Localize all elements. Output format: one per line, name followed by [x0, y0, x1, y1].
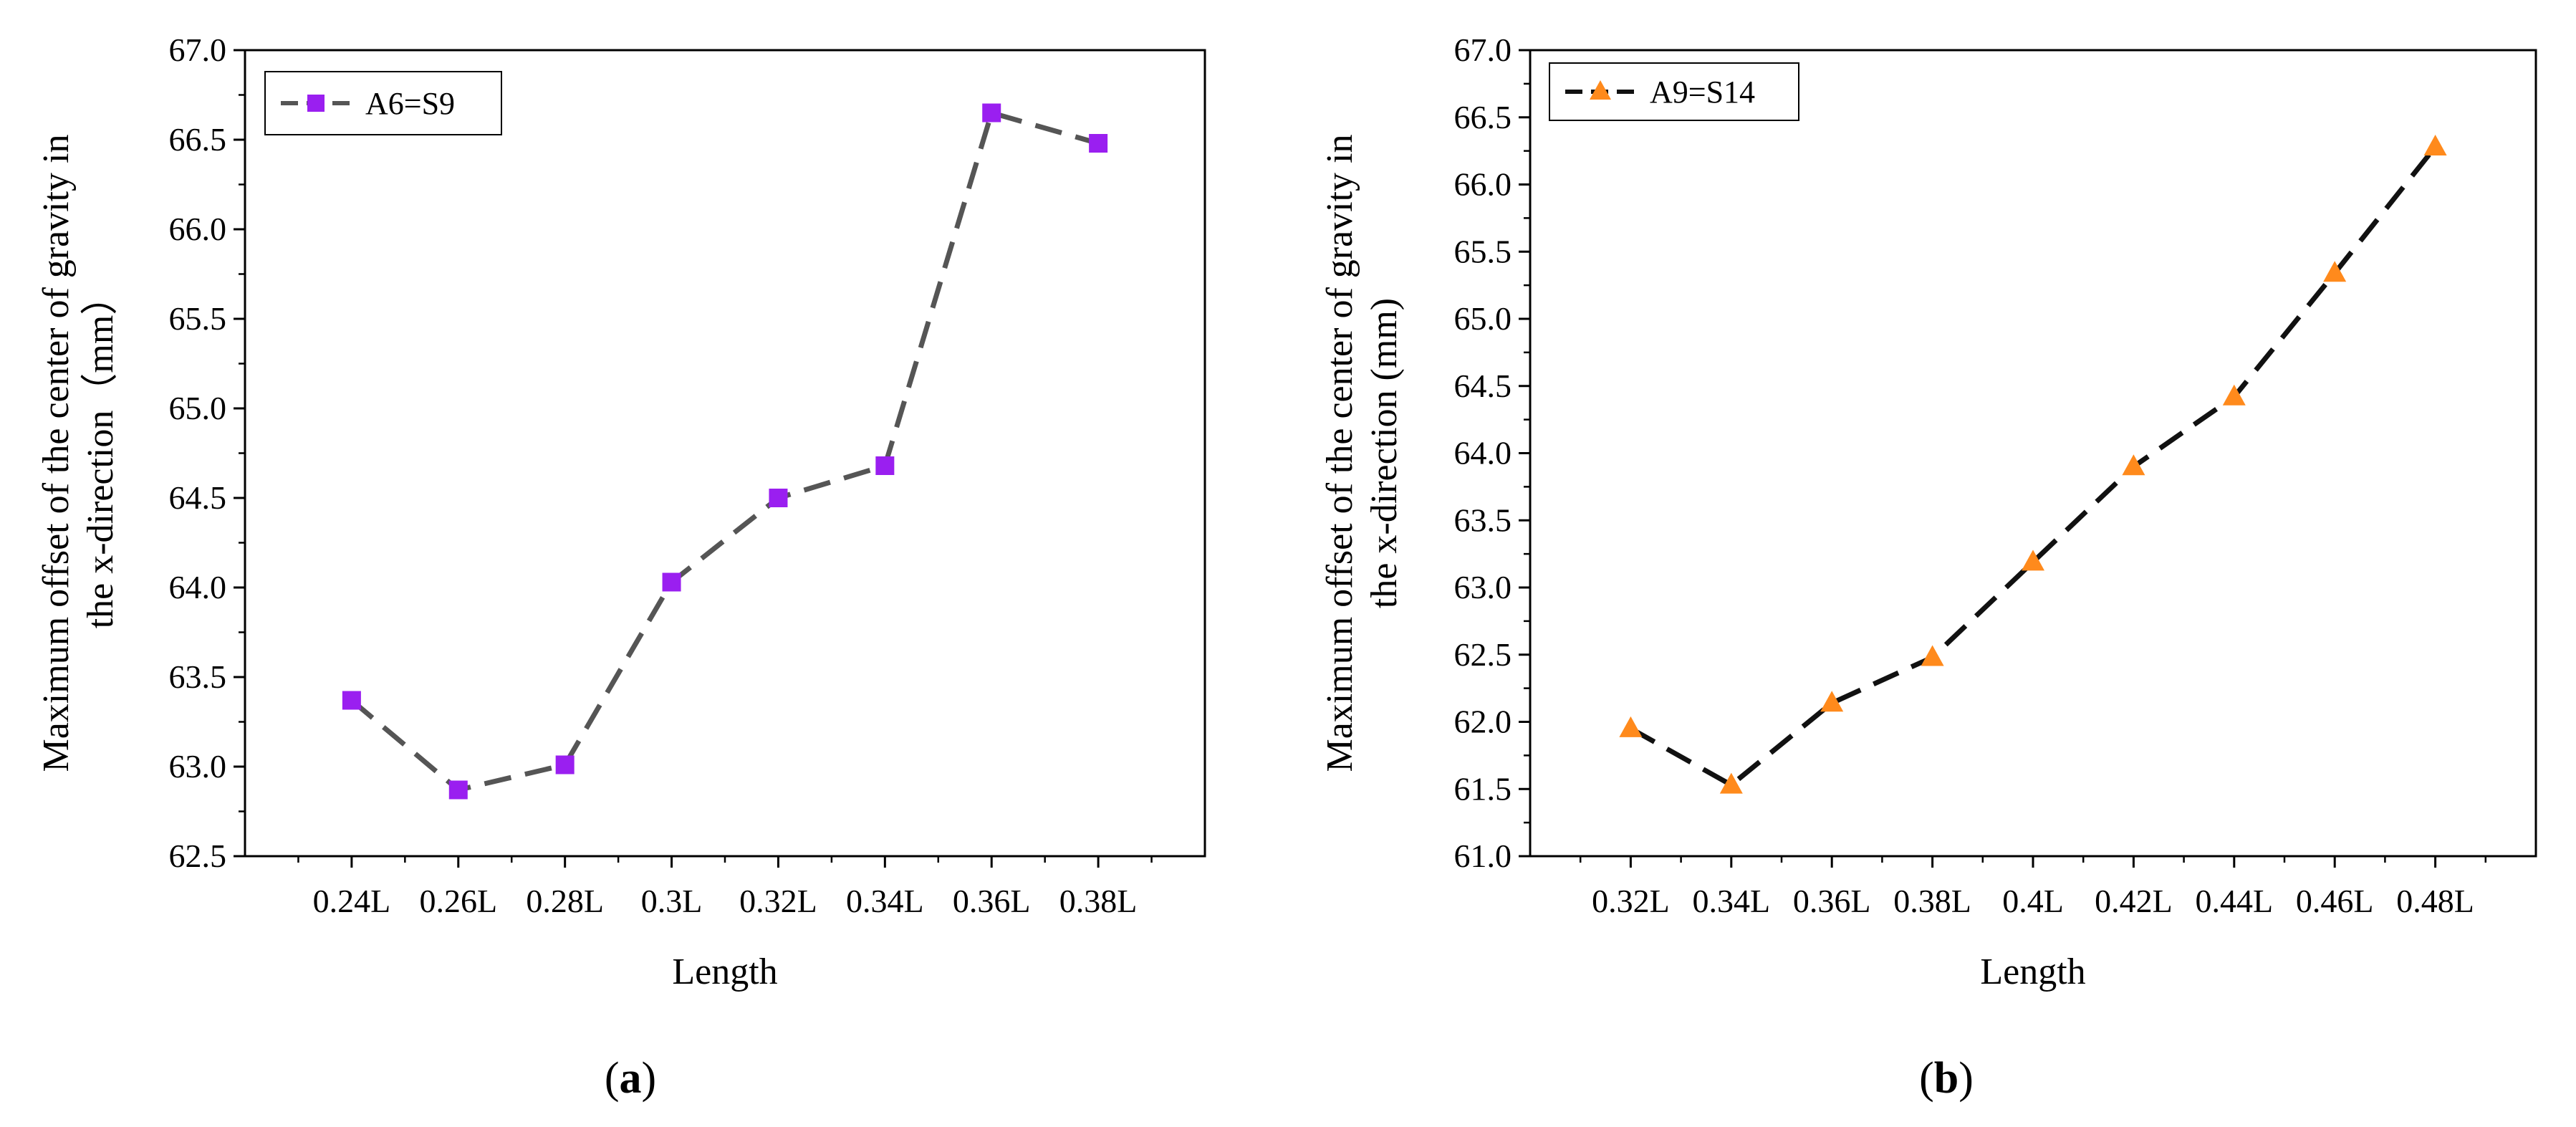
legend-marker	[307, 95, 325, 112]
data-point	[2022, 550, 2044, 571]
y-tick-label: 65.5	[1454, 233, 1512, 269]
x-tick-label: 0.4L	[2002, 883, 2064, 919]
y-tick-label: 66.0	[1454, 166, 1512, 203]
y-tick-label: 66.0	[169, 211, 227, 247]
legend-label: A9=S14	[1650, 75, 1755, 110]
y-tick-label: 64.0	[169, 569, 227, 605]
x-tick-label: 0.28L	[526, 883, 604, 919]
x-tick-label: 0.38L	[1893, 883, 1971, 919]
y-tick-label: 62.5	[1454, 636, 1512, 673]
data-point	[2122, 454, 2145, 476]
legend-marker	[1590, 80, 1611, 100]
x-tick-label: 0.48L	[2396, 883, 2474, 919]
x-tick-label: 0.36L	[953, 883, 1031, 919]
y-tick-label: 65.0	[169, 390, 227, 426]
x-tick-label: 0.38L	[1059, 883, 1138, 919]
y-tick-label: 64.5	[1454, 368, 1512, 404]
legend-box	[264, 71, 502, 135]
x-axis-title: Length	[1980, 951, 2085, 992]
data-point	[2323, 261, 2347, 282]
panel-label: (a)	[605, 1054, 656, 1103]
y-tick-label: 67.0	[1454, 32, 1512, 68]
y-tick-label: 63.0	[169, 748, 227, 785]
data-point	[555, 755, 575, 774]
y-tick-label: 61.5	[1454, 770, 1512, 807]
x-tick-label: 0.3L	[641, 883, 703, 919]
y-tick-label: 62.5	[169, 838, 227, 874]
y-tick-label: 64.5	[169, 479, 227, 516]
y-tick-label: 61.0	[1454, 838, 1512, 874]
data-point	[1619, 716, 1643, 737]
chart-panel-a: 62.5 63.0 63.5 64.0 64.5 65.0 65.5 66.0 66.5 67.0…	[36, 32, 1206, 1103]
panel-label: (b)	[1919, 1054, 1974, 1103]
y-tick-label: 65.0	[1454, 300, 1512, 337]
y-tick-label: 64.0	[1454, 435, 1512, 471]
y-tick-label: 65.5	[169, 300, 227, 337]
y-axis-title-line1: Maximum offset of the center of gravity …	[36, 134, 77, 772]
x-tick-label: 0.42L	[2095, 883, 2173, 919]
chart-panel-b: 61.0 61.5 62.0 62.5 63.0 63.5 64.0 64.5 65.0 65.5…	[1320, 32, 2537, 1103]
y-tick-label: 66.5	[1454, 99, 1512, 135]
x-tick-label: 0.32L	[1592, 883, 1670, 919]
x-tick-label: 0.44L	[2195, 883, 2273, 919]
data-point	[1820, 691, 1844, 712]
y-tick-label: 63.5	[169, 658, 227, 695]
x-axis-title: Length	[672, 951, 777, 992]
x-tick-label: 0.36L	[1793, 883, 1871, 919]
legend-label: A6=S9	[365, 86, 455, 121]
y-axis-title-line2: the x-direction（mm）	[80, 278, 121, 629]
data-point	[662, 572, 681, 592]
data-point	[1089, 134, 1108, 153]
x-tick-label: 0.34L	[846, 883, 924, 919]
data-point	[875, 456, 895, 475]
x-tick-label: 0.32L	[739, 883, 817, 919]
plot-frame	[244, 49, 1206, 858]
data-point	[982, 103, 1001, 123]
x-tick-label: 0.26L	[419, 883, 497, 919]
series-line	[1629, 145, 2438, 788]
data-point	[448, 780, 468, 800]
plot-frame	[1529, 49, 2537, 858]
y-axis-title-line1: Maximum offset of the center of gravity …	[1320, 134, 1360, 772]
data-point	[2222, 384, 2246, 406]
y-tick-label: 62.0	[1454, 704, 1512, 740]
y-tick-label: 63.5	[1454, 502, 1512, 538]
data-point	[342, 691, 361, 710]
data-point	[1921, 645, 1944, 666]
y-axis-title-line2: the x-direction (mm)	[1364, 298, 1405, 608]
x-tick-label: 0.24L	[313, 883, 391, 919]
y-tick-label: 63.0	[1454, 569, 1512, 605]
series-line	[350, 110, 1100, 793]
x-tick-label: 0.46L	[2296, 883, 2374, 919]
data-point	[769, 489, 788, 507]
y-tick-label: 67.0	[169, 32, 227, 68]
x-tick-label: 0.34L	[1692, 883, 1770, 919]
data-point	[1719, 772, 1743, 794]
y-tick-label: 66.5	[169, 121, 227, 158]
data-point	[2423, 135, 2447, 155]
